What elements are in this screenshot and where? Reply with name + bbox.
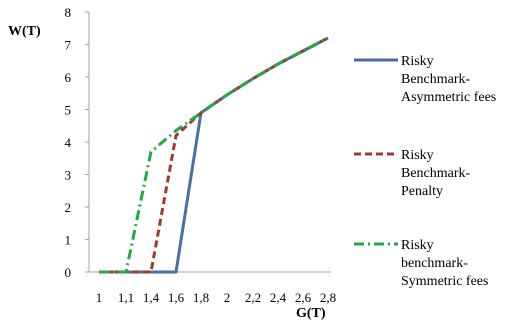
- y-tick-label: 2: [65, 200, 72, 215]
- x-tick-label: 2: [224, 290, 231, 305]
- x-tick-label: 1: [96, 290, 103, 305]
- y-tick-label: 1: [65, 233, 72, 248]
- y-tick-label: 6: [65, 70, 72, 85]
- x-tick-label: 1,6: [168, 290, 185, 305]
- legend-label-2: Benchmark-: [401, 166, 471, 181]
- x-axis-title: G(T): [296, 306, 326, 321]
- x-tick-label: 2,6: [295, 290, 312, 305]
- axes: 0 1 2 3 4 5 6 7 8 1 1,1 1,4 1,6 1,8 2 2,2 2,4 2,6 2,8: [65, 5, 337, 305]
- legend-label-1: Asymmetric fees: [401, 90, 496, 105]
- y-tick-label: 8: [65, 5, 72, 20]
- series-layer: [99, 36, 329, 274]
- legend: Risky Benchmark- Asymmetric fees Risky Bench…: [354, 54, 496, 289]
- legend-label-3: benchmark-: [401, 256, 468, 271]
- series-line-3: [99, 36, 329, 274]
- x-tick-label: 2,8: [320, 290, 336, 305]
- x-tick-label: 1,1: [118, 290, 134, 305]
- legend-label-2: Penalty: [401, 184, 443, 199]
- legend-label-3: Risky: [401, 238, 434, 253]
- legend-label-1: Benchmark-: [401, 72, 471, 87]
- legend-label-3: Symmetric fees: [401, 274, 488, 289]
- legend-label-1: Risky: [401, 54, 434, 69]
- legend-label-2: Risky: [401, 148, 434, 163]
- x-tick-label: 2,4: [270, 290, 287, 305]
- x-tick-label: 2,2: [245, 290, 261, 305]
- y-axis-title: W(T): [8, 24, 41, 39]
- x-tick-label: 1,4: [143, 290, 160, 305]
- y-tick-label: 4: [65, 135, 72, 150]
- y-tick-label: 5: [65, 103, 72, 118]
- y-tick-label: 0: [65, 265, 72, 280]
- x-tick-label: 1,8: [193, 290, 209, 305]
- y-tick-label: 3: [65, 168, 72, 183]
- y-tick-label: 7: [65, 38, 72, 53]
- series-line-2: [99, 36, 329, 274]
